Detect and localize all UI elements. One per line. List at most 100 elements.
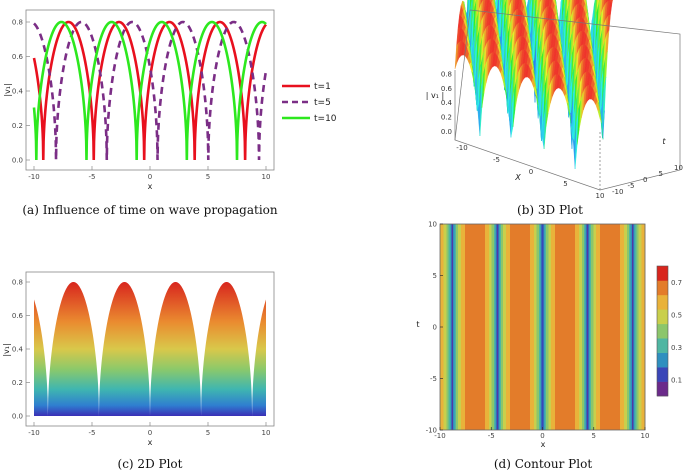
contour-band [464, 224, 465, 430]
contour-band [482, 224, 483, 430]
contour-band [451, 224, 452, 430]
contour-band [601, 224, 603, 430]
contour-band [541, 224, 543, 430]
contour-band [633, 224, 635, 430]
contour-band [480, 224, 482, 430]
contour-band [447, 224, 449, 430]
panel-b: 0.0 0.2 0.4 0.6 0.8 -10 -5 0 5 10 -10 -5 0 5 10 | v₁… [426, 0, 683, 217]
contour-band [639, 224, 640, 430]
contour-band [486, 224, 488, 430]
contour-band [463, 224, 464, 430]
xlabel-b: X [514, 173, 521, 182]
contour-band [473, 224, 474, 430]
y-tick-label-d: -5 [430, 375, 437, 383]
contour-band [476, 224, 478, 430]
contour-band [574, 224, 575, 430]
contour-band [443, 224, 444, 430]
contour-band [496, 224, 497, 430]
contour-band [467, 224, 469, 430]
contour-band [549, 224, 551, 430]
x-tick-label-b: -10 [456, 144, 467, 152]
contour-band [580, 224, 582, 430]
x-tick-label-c: 10 [262, 429, 271, 437]
contour-band [524, 224, 525, 430]
y-ticks-c: 0.0 0.2 0.4 0.6 0.8 [12, 279, 30, 421]
contour-band [498, 224, 499, 430]
lines-a [32, 20, 268, 161]
contour-band [531, 224, 533, 430]
x-tick-label-d: -10 [434, 432, 445, 440]
xlabel-c: x [148, 438, 153, 447]
x-ticks-c: -10 -5 0 5 10 [28, 422, 270, 437]
x-tick-label-a: -5 [89, 173, 96, 181]
contour-band [630, 224, 632, 430]
surface-patch [597, 110, 602, 123]
contour-band [509, 224, 511, 430]
contour-band [475, 224, 476, 430]
contour-band [561, 224, 562, 430]
contour-band [602, 224, 603, 430]
contour-band [510, 224, 512, 430]
x-tick-label-a: 5 [206, 173, 210, 181]
contour-band [472, 224, 473, 430]
z-tick-label-b: 0.2 [441, 114, 452, 122]
colorbar-tick-label: 0.3 [671, 344, 682, 352]
contour-band [489, 224, 490, 430]
contour-band [464, 224, 466, 430]
contour-band [474, 224, 475, 430]
series-line-t5 [33, 20, 268, 161]
contour-band [615, 224, 617, 430]
contour-band [643, 224, 644, 430]
contour-band [527, 224, 529, 430]
contour-band [483, 224, 485, 430]
y-tick-label-c: 0.2 [12, 379, 23, 387]
contour-band [641, 224, 643, 430]
contour-band [505, 224, 506, 430]
contour-band [490, 224, 492, 430]
contour-band [461, 224, 463, 430]
contour-band [601, 224, 602, 430]
contour-band [556, 224, 558, 430]
t-tick-label-b: 0 [643, 176, 647, 184]
contour-band [558, 224, 560, 430]
colorbar-frame [656, 265, 669, 397]
contour-band [561, 224, 563, 430]
contour-band [579, 224, 581, 430]
panel-d: -10 -5 0 5 10 -10 -5 0 5 10 x t 0.1 0.3 0.5 0.7 (d)… [416, 221, 682, 472]
contour-band [612, 224, 613, 430]
contour-band [512, 224, 514, 430]
contour-band [592, 224, 593, 430]
contour-band [640, 224, 641, 430]
contour-band [465, 224, 467, 430]
contour-band [471, 224, 473, 430]
contour-band [572, 224, 573, 430]
y-ticks-d: -10 -5 0 5 10 [426, 221, 443, 435]
xlabel-d: x [541, 440, 546, 449]
contour-band [603, 224, 604, 430]
contour-band [557, 224, 558, 430]
contour-band [617, 224, 619, 430]
y-tick-label-d: 0 [433, 324, 437, 332]
contour-band [608, 224, 609, 430]
contour-band [539, 224, 540, 430]
contour-band [586, 224, 587, 430]
y-tick-label-a: 0.8 [12, 19, 23, 27]
xlabel-a: x [148, 182, 153, 191]
contour-band [452, 224, 453, 430]
contour-band [600, 224, 601, 430]
contour-band [551, 224, 552, 430]
contour-band [614, 224, 616, 430]
contour-band [553, 224, 555, 430]
contour-band [590, 224, 592, 430]
contour-band [553, 224, 554, 430]
contour-band [566, 224, 567, 430]
contour-band [532, 224, 534, 430]
contour-band [629, 224, 631, 430]
contour-band [540, 224, 541, 430]
contour-band [544, 224, 546, 430]
y-tick-label-d: 10 [428, 221, 437, 229]
colorbar-swatch [657, 294, 668, 310]
contour-band [507, 224, 508, 430]
contour-band [640, 224, 642, 430]
contour-band [519, 224, 521, 430]
